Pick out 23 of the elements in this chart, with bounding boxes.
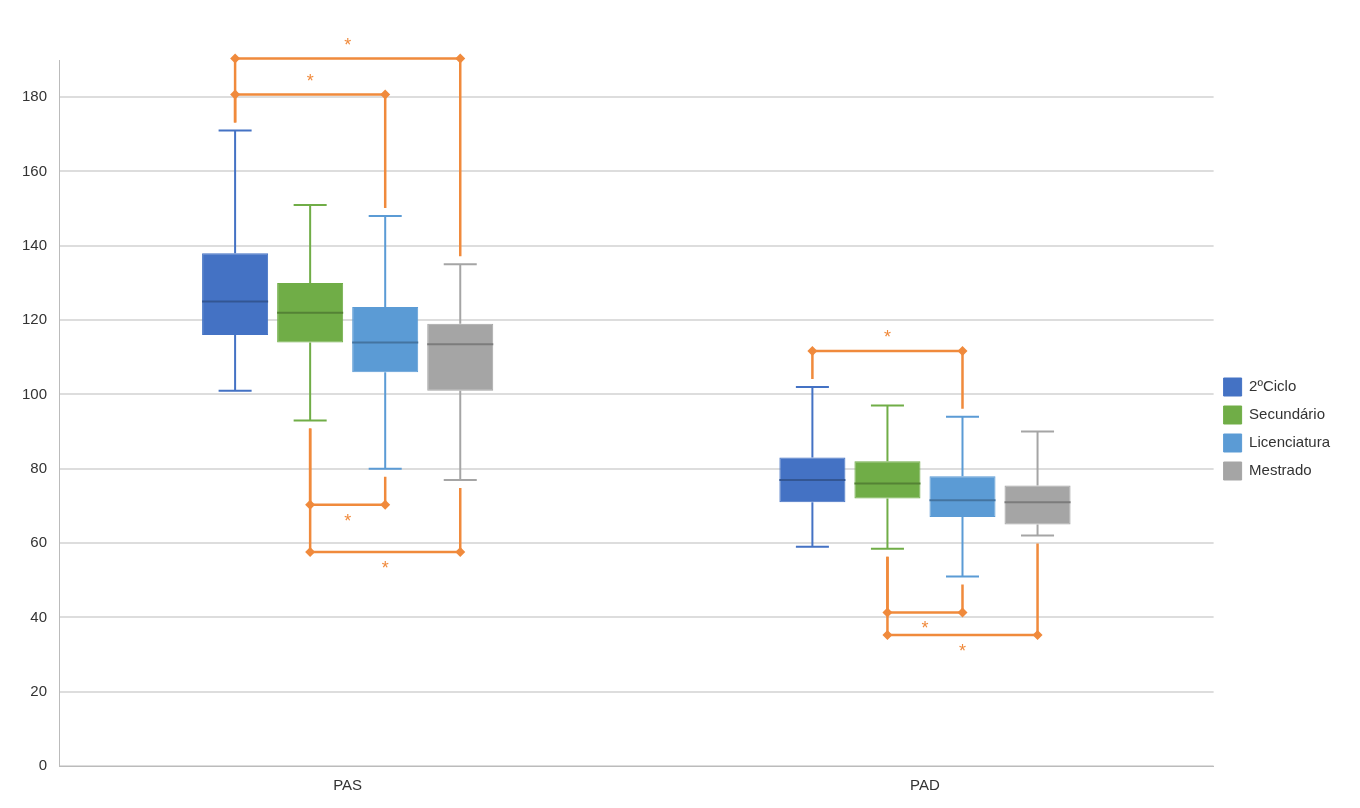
legend-label: 2ºCiclo xyxy=(1249,377,1297,395)
legend-label: Secundário xyxy=(1249,405,1326,423)
annotation: * xyxy=(306,70,314,91)
annotation: * xyxy=(921,618,929,639)
y-tick-label: 160 xyxy=(22,161,48,179)
annotation: * xyxy=(381,557,389,578)
annotation: * xyxy=(958,641,966,661)
annotation: * xyxy=(344,510,352,531)
annotation: * xyxy=(883,326,891,347)
x-tick-label: PAS xyxy=(333,776,363,794)
y-tick-label: 0 xyxy=(38,756,48,774)
y-tick-label: 100 xyxy=(22,384,48,402)
y-tick-label: 140 xyxy=(22,235,48,253)
y-tick-label: 80 xyxy=(30,458,48,476)
x-tick-label: PAD xyxy=(910,776,940,794)
y-tick-label: 20 xyxy=(30,681,48,699)
legend-label: Licenciatura xyxy=(1249,433,1331,451)
text: * xyxy=(344,34,352,55)
y-tick-label: 120 xyxy=(22,310,48,328)
y-tick-label: 60 xyxy=(30,533,48,551)
legend-label: Mestrado xyxy=(1249,461,1312,479)
y-tick-label: 40 xyxy=(30,607,48,625)
y-tick-label: 180 xyxy=(22,87,48,105)
